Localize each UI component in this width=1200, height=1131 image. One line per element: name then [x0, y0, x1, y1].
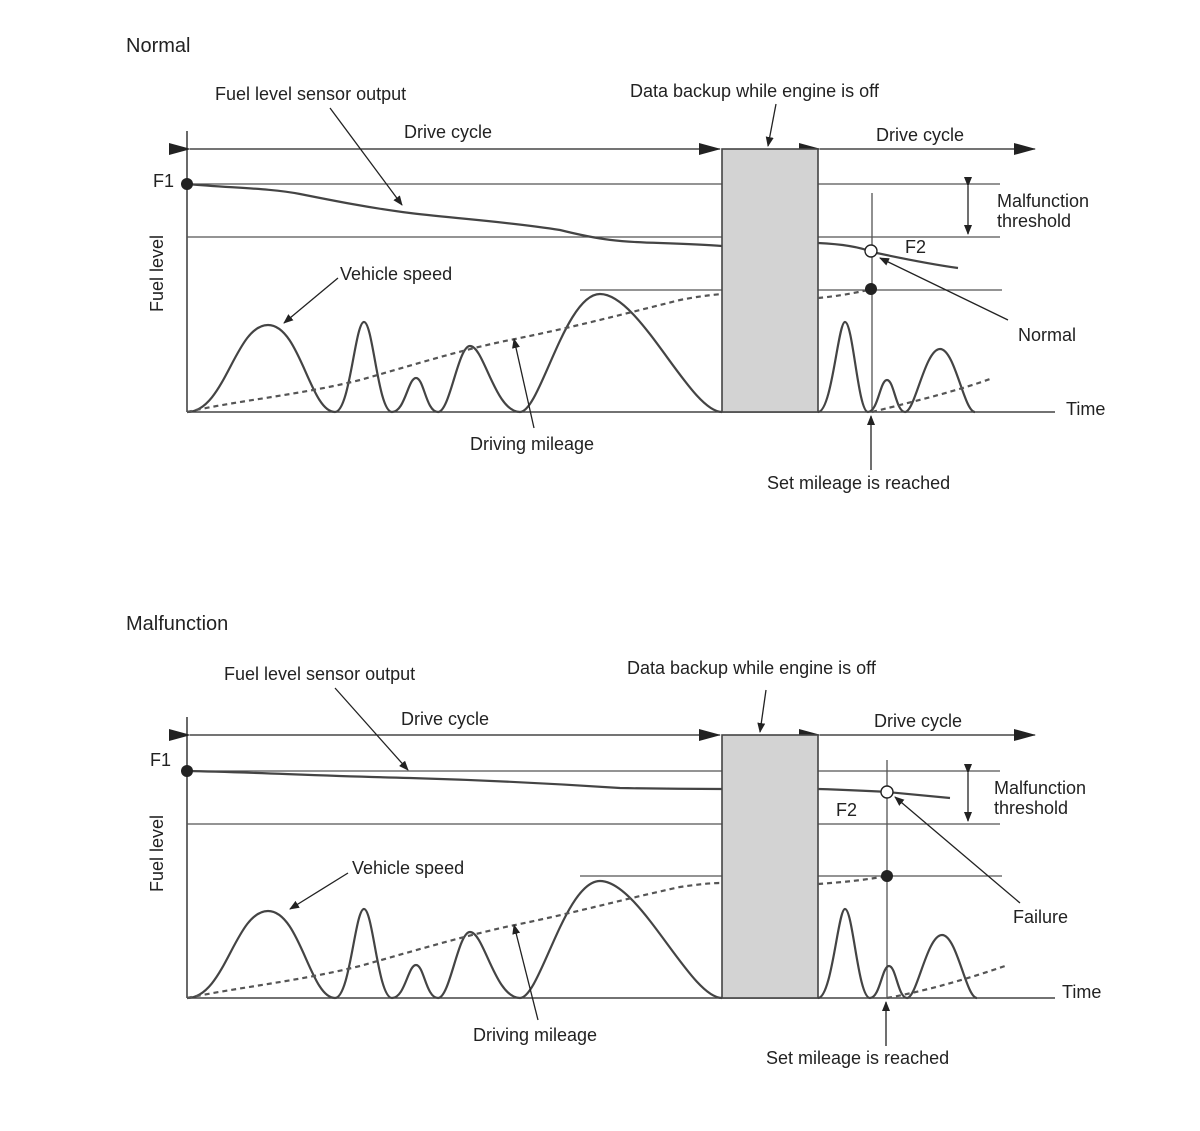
sensor-output-label: Fuel level sensor output	[224, 664, 415, 684]
backup-label: Data backup while engine is off	[627, 658, 877, 678]
driving-mileage-label: Driving mileage	[470, 434, 594, 454]
vehicle-speed-leader	[289, 872, 349, 910]
driving-mileage-leader	[512, 924, 539, 1021]
mileage-marker	[865, 283, 877, 295]
f1-label: F1	[153, 171, 174, 191]
sensor-output-label: Fuel level sensor output	[215, 84, 406, 104]
vehicle-speed-leader	[283, 277, 339, 324]
driving-mileage-curve	[186, 287, 991, 414]
f2-label: F2	[905, 237, 926, 257]
vehicle-speed-curve	[186, 879, 978, 1000]
threshold-label-line1: Malfunction	[994, 778, 1086, 798]
backup-label: Data backup while engine is off	[630, 81, 880, 101]
panel-title: Normal	[126, 35, 190, 57]
sensor-output-leader	[329, 107, 403, 206]
panel-title: Malfunction	[126, 613, 228, 635]
f2-marker	[864, 244, 878, 258]
f2-label: F2	[836, 800, 857, 820]
fuel-level-axis-label: Fuel level	[147, 815, 167, 892]
backup-box	[721, 734, 819, 999]
fuel-sensor-curve	[186, 769, 951, 800]
drive-cycle-label-1: Drive cycle	[401, 709, 489, 729]
threshold-label-line1: Malfunction	[997, 191, 1089, 211]
driving-mileage-label: Driving mileage	[473, 1025, 597, 1045]
f1-marker	[181, 765, 193, 777]
backup-leader	[765, 103, 777, 147]
result-label: Failure	[1013, 907, 1068, 927]
drive-cycle-label-2: Drive cycle	[874, 711, 962, 731]
threshold-label-line2: threshold	[994, 798, 1068, 818]
threshold-label-line2: threshold	[997, 211, 1071, 231]
set-mileage-label: Set mileage is reached	[766, 1048, 949, 1068]
fuel-level-axis-label: Fuel level	[147, 235, 167, 312]
panel-normal: Normal Fu	[126, 35, 1105, 493]
time-axis-label: Time	[1066, 399, 1105, 419]
vehicle-speed-curve	[186, 292, 976, 414]
fuel-sensor-curve	[186, 182, 959, 270]
result-leader	[879, 257, 1009, 321]
vehicle-speed-label: Vehicle speed	[352, 858, 464, 878]
f1-marker	[181, 178, 193, 190]
f1-label: F1	[150, 750, 171, 770]
vehicle-speed-label: Vehicle speed	[340, 264, 452, 284]
result-leader	[894, 796, 1021, 904]
set-mileage-label: Set mileage is reached	[767, 473, 950, 493]
time-axis-label: Time	[1062, 982, 1101, 1002]
backup-leader	[757, 689, 767, 733]
drive-cycle-label-2: Drive cycle	[876, 125, 964, 145]
f2-marker	[880, 785, 894, 799]
sensor-output-leader	[334, 687, 409, 771]
driving-mileage-curve	[186, 874, 1006, 1000]
backup-box	[721, 148, 819, 413]
mileage-marker	[881, 870, 893, 882]
result-label: Normal	[1018, 325, 1076, 345]
driving-mileage-leader	[512, 338, 535, 429]
drive-cycle-label-1: Drive cycle	[404, 122, 492, 142]
panel-malfunction: Malfunction	[126, 613, 1101, 1068]
